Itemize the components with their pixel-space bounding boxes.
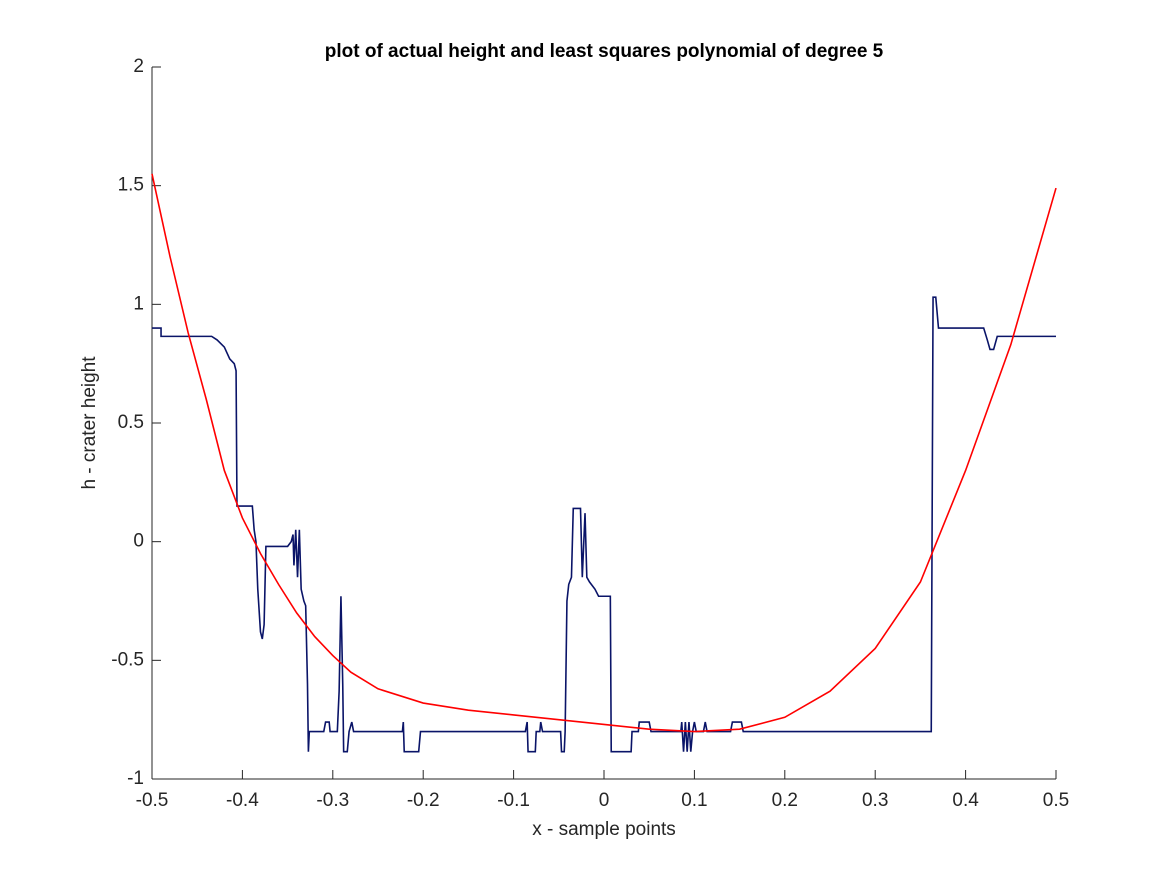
y-tick-label: -0.5 [111,649,144,670]
x-tick-label: 0.1 [681,790,707,811]
y-tick-label: 1.5 [118,175,144,196]
chart-title: plot of actual height and least squares … [325,41,884,62]
x-tick-label: 0 [599,790,610,811]
x-tick-label: -0.2 [407,790,440,811]
x-axis-label: x - sample points [532,819,676,840]
x-tick-label: 0.4 [952,790,979,811]
x-tick-label: -0.3 [316,790,349,811]
x-tick-label: 0.5 [1043,790,1069,811]
x-tick-label: -0.5 [136,790,169,811]
y-tick-label: 2 [133,56,144,77]
series-line [152,296,1056,753]
y-tick-label: -1 [127,768,144,789]
series-line [151,173,1057,733]
x-tick-label: -0.1 [497,790,530,811]
x-tick-label: -0.4 [226,790,259,811]
y-axis-label: h - crater height [79,356,100,490]
y-tick-label: 1 [133,293,144,314]
x-tick-label: 0.3 [862,790,888,811]
y-tick-label: 0 [133,531,144,552]
y-tick-label: 0.5 [118,412,144,433]
x-tick-label: 0.2 [772,790,798,811]
